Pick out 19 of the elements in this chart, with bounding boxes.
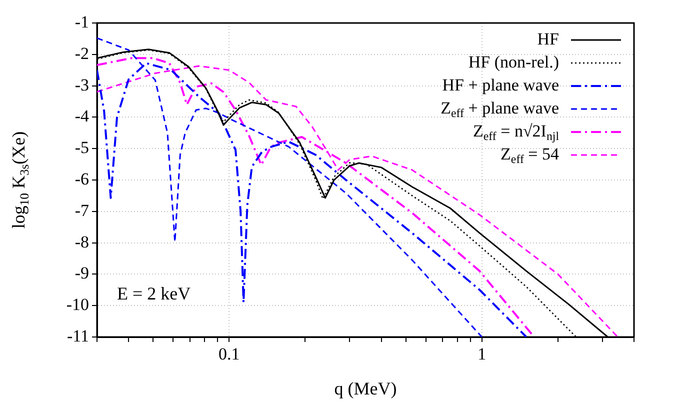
y-tick-label: -4: [74, 106, 90, 126]
legend-label: HF: [537, 29, 560, 48]
legend-label: HF + plane wave: [442, 75, 560, 94]
y-tick-label: -9: [74, 264, 89, 283]
y-tick-label: -6: [74, 169, 89, 188]
x-tick-label: 0.1: [218, 344, 240, 364]
x-axis-title: q (MeV): [334, 378, 397, 399]
y-tick-label: -7: [74, 200, 90, 220]
y-tick-label: -2: [74, 44, 89, 63]
y-tick-label: -11: [66, 326, 89, 346]
legend-label: HF (non-rel.): [468, 52, 560, 72]
y-tick-label: -5: [74, 138, 89, 158]
annotation: E = 2 keV: [117, 284, 191, 304]
y-tick-label: -3: [74, 75, 89, 94]
y-tick-label: -1: [74, 12, 89, 32]
y-tick-label: -8: [74, 232, 89, 252]
y-axis-title: log10 K3s(Xe): [8, 131, 32, 229]
y-tick-label: -10: [66, 295, 89, 314]
x-tick-label: 1: [478, 344, 486, 364]
